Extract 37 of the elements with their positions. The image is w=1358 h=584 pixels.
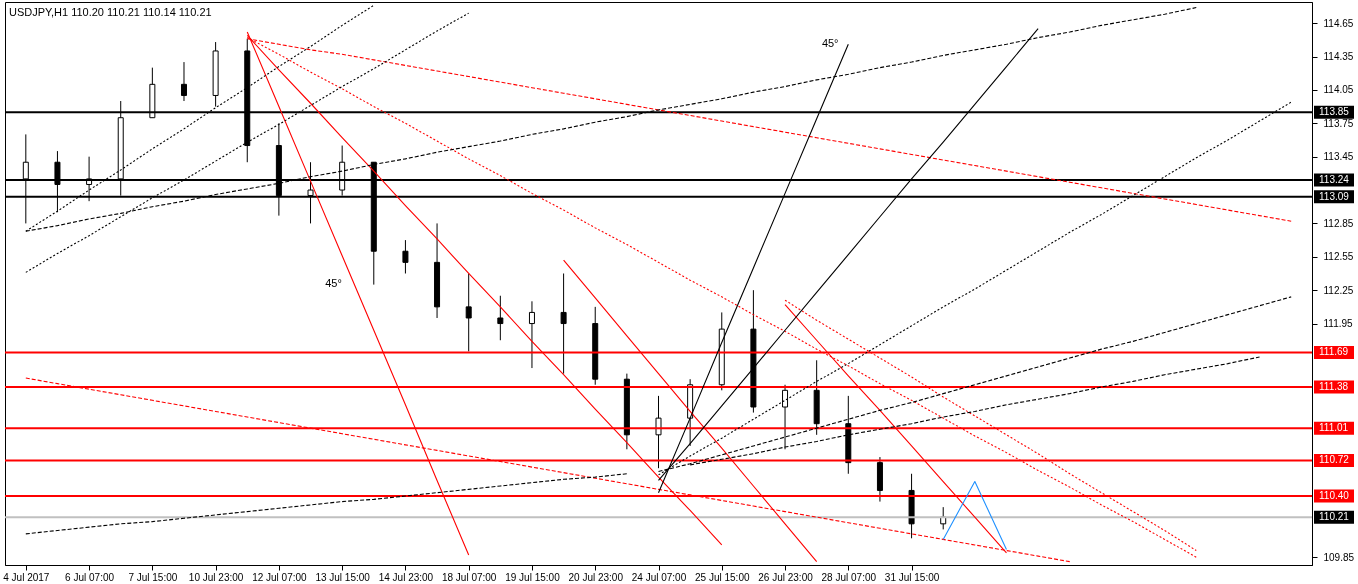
x-tick-label: 20 Jul 23:00 <box>568 571 624 583</box>
x-tick-label: 10 Jul 23:00 <box>188 571 244 583</box>
ref-line-label: 110.40 <box>1319 490 1350 502</box>
y-tick-label: 113.75 <box>1323 117 1354 129</box>
x-tick-label: 28 Jul 07:00 <box>821 571 877 583</box>
ref-line-label: 113.09 <box>1319 190 1350 202</box>
ref-line-label: 110.21 <box>1319 511 1350 523</box>
y-tick-label: 111.95 <box>1323 318 1354 330</box>
y-tick-label: 109.85 <box>1323 551 1355 563</box>
x-tick-label: 6 Jul 07:00 <box>65 571 115 583</box>
x-tick-label: 19 Jul 15:00 <box>505 571 561 583</box>
x-tick-label: 25 Jul 15:00 <box>695 571 750 583</box>
y-tick-label: 114.35 <box>1323 51 1354 63</box>
y-tick-label: 112.85 <box>1323 217 1354 229</box>
x-tick-label: 4 Jul 2017 <box>3 571 50 583</box>
x-tick-label: 7 Jul 15:00 <box>128 571 178 583</box>
ref-line-label: 111.01 <box>1319 422 1349 434</box>
chart-title: USDJPY,H1 110.20 110.21 110.14 110.21 <box>9 6 212 18</box>
x-tick-label: 14 Jul 23:00 <box>378 571 434 583</box>
x-tick-label: 31 Jul 15:00 <box>884 571 940 583</box>
x-tick-label: 26 Jul 23:00 <box>758 571 814 583</box>
x-tick-label: 13 Jul 15:00 <box>315 571 371 583</box>
ref-line-label: 113.24 <box>1319 174 1350 186</box>
x-tick-label: 12 Jul 07:00 <box>252 571 308 583</box>
ref-line-label: 111.69 <box>1319 346 1349 358</box>
annotation: 45° <box>821 37 839 50</box>
x-tick-label: 18 Jul 07:00 <box>441 571 497 583</box>
ref-line-label: 111.38 <box>1319 380 1349 392</box>
x-tick-label: 24 Jul 07:00 <box>631 571 687 583</box>
ref-line-label: 113.85 <box>1319 106 1350 118</box>
y-tick-label: 112.55 <box>1323 251 1354 263</box>
y-tick-label: 114.65 <box>1323 17 1354 29</box>
y-tick-label: 112.25 <box>1323 284 1354 296</box>
ref-line-label: 110.72 <box>1319 454 1350 466</box>
y-tick-label: 113.45 <box>1323 151 1354 163</box>
annotation: 45° <box>325 276 342 289</box>
y-tick-label: 114.05 <box>1323 84 1354 96</box>
